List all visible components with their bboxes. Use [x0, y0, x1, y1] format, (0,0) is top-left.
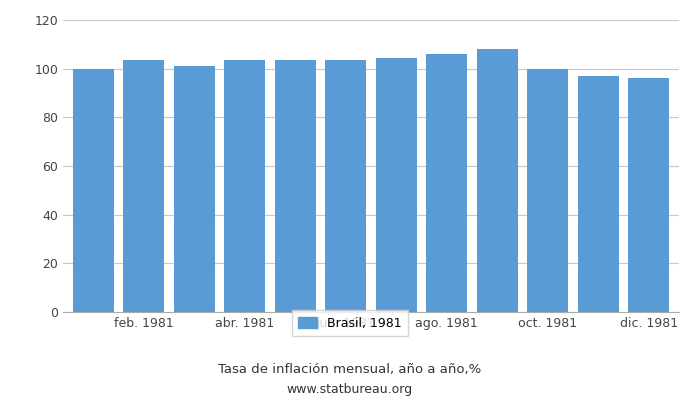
Text: www.statbureau.org: www.statbureau.org	[287, 384, 413, 396]
Bar	[174, 66, 215, 312]
Bar	[628, 78, 669, 312]
Bar	[73, 69, 114, 312]
Bar	[274, 60, 316, 312]
Bar	[578, 76, 619, 312]
Bar	[477, 49, 518, 312]
Bar	[426, 54, 468, 312]
Bar	[224, 60, 265, 312]
Bar	[527, 69, 568, 312]
Legend: Brasil, 1981: Brasil, 1981	[292, 310, 408, 336]
Text: Tasa de inflación mensual, año a año,%: Tasa de inflación mensual, año a año,%	[218, 364, 482, 376]
Bar	[123, 60, 164, 312]
Bar	[325, 60, 367, 312]
Bar	[375, 58, 417, 312]
